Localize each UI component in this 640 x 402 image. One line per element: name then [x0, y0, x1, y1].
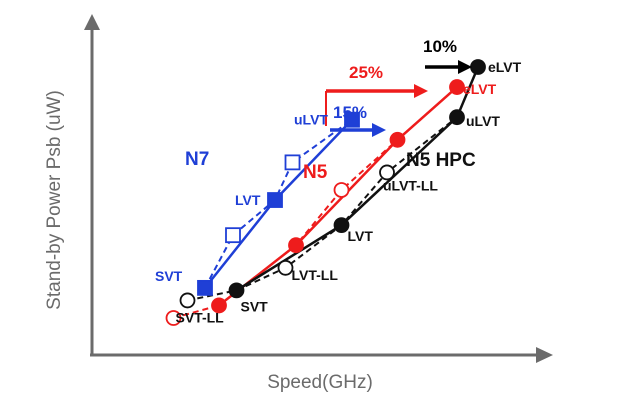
series-n5-marker-pt-4: [389, 131, 406, 148]
series-n5-marker-pt-2: [288, 237, 304, 254]
series-n5-hpc-solid-line: [235, 66, 480, 292]
series-n5-marker-elvt: [449, 79, 465, 95]
x-axis-arrowhead: [536, 347, 553, 363]
series-n5-marker-pt-0: [165, 310, 182, 326]
series-n5-hpc-marker-ulvt: [449, 109, 465, 126]
series-n5-hpc-marker-lvt: [333, 217, 350, 234]
label-n7-ulvt: uLVT: [294, 112, 328, 128]
y-axis-title: Stand-by Power Psb (uW): [44, 90, 65, 310]
label-layer: SVT LVT uLVT eLVT SVT-LL SVT LVT-LL LVT uLVT-LL u…: [155, 37, 522, 325]
label-n5-elvt: eLVT: [463, 81, 497, 97]
label-n5-hpc-svt-ll: SVT-LL: [176, 309, 225, 325]
annotation-25: 25%: [349, 63, 383, 82]
series-n7-marker-pt-3: [284, 154, 301, 171]
label-n5-hpc-lvt: LVT: [348, 228, 374, 244]
label-n5-hpc-ulvt: uLVT: [466, 113, 500, 129]
label-n7-svt: SVT: [155, 268, 183, 284]
label-n5-hpc-lvt-ll: LVT-LL: [292, 267, 339, 283]
series-n5-hpc-marker-lvt-ll: [277, 259, 294, 276]
series-layer: [165, 59, 486, 326]
annotation-15pct-arrowhead: [372, 123, 386, 137]
label-n7-lvt: LVT: [235, 192, 261, 208]
label-n5-hpc-svt: SVT: [241, 298, 269, 314]
annotation-10: 10%: [423, 37, 457, 56]
series-n7-marker-pt-1: [225, 227, 241, 244]
label-n5-hpc-elvt: eLVT: [488, 59, 522, 75]
label-n5-hpc-ulvt-ll: uLVT-LL: [383, 177, 438, 193]
annotation-15: 15%: [333, 103, 367, 122]
series-n5-hpc-marker-svt-ll: [179, 292, 196, 309]
series-n5-hpc-marker-ulvt-ll: [379, 164, 395, 181]
series-n5-marker-pt-3: [333, 182, 350, 198]
series-name-n7: N7: [185, 149, 209, 170]
y-axis-arrowhead: [84, 14, 100, 30]
x-axis-title: Speed(GHz): [267, 372, 373, 393]
series-n5-hpc-marker-elvt: [470, 59, 486, 75]
series-n5-marker-pt-1: [211, 297, 227, 314]
series-name-n5-hpc: N5 HPC: [406, 150, 476, 171]
series-name-n5: N5: [303, 162, 328, 183]
series-n7-marker-ulvt: [344, 111, 360, 128]
series-n7-marker-svt: [197, 279, 213, 296]
annotation-25pct-arrowhead: [414, 84, 428, 98]
annotation-10pct-arrowhead: [458, 60, 472, 74]
series-n5-hpc-marker-svt: [228, 282, 245, 299]
series-n7-marker-lvt: [267, 192, 283, 208]
